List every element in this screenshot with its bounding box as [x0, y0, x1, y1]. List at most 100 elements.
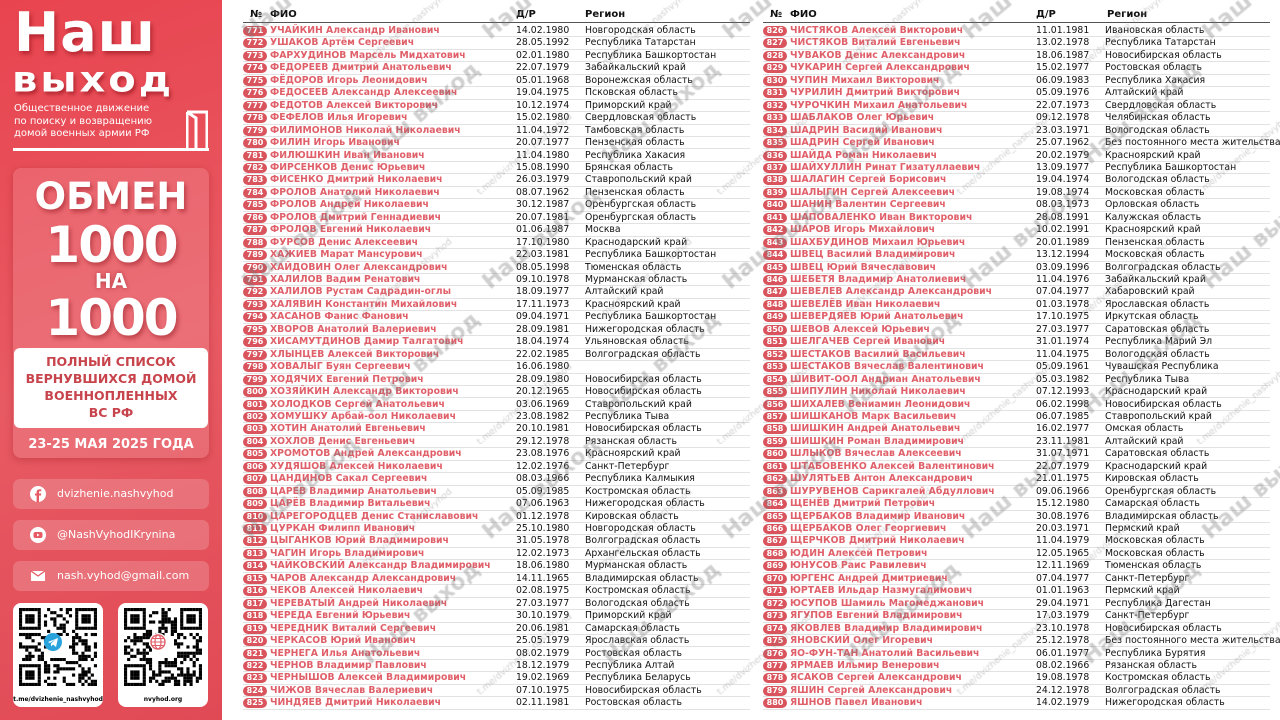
row-name: ШИШКАНОВ Марк Васильевич — [790, 410, 957, 422]
row-dob: 28.05.1992 — [516, 37, 570, 49]
table-row: 828 ЧУВАКОВ Денис Александрович 18.06.1987… — [763, 49, 1270, 63]
row-dob: 15.08.1990 — [516, 161, 570, 173]
row-region: Новосибирская область — [1105, 398, 1222, 410]
header-number: № — [250, 9, 263, 20]
row-name: ШЕВЕЛЁВ Иван Николаевич — [790, 298, 941, 310]
header-name: ФИО — [790, 9, 817, 20]
table-row: 844 ШВЕЦ Василий Владимирович 13.12.1994 Мо… — [763, 249, 1270, 262]
table-row: 805 ХРОМОТОВ Андрей Александрович 23.08.19… — [243, 448, 750, 461]
row-dob: 09.04.1971 — [516, 311, 570, 323]
row-number-badge: 788 — [243, 237, 267, 248]
row-dob: 07.10.1975 — [516, 684, 570, 696]
row-dob: 18.12.1979 — [516, 659, 570, 671]
row-name: ЦЫГАНКОВ Юрий Владимирович — [270, 535, 449, 547]
row-dob: 22.07.1973 — [1036, 99, 1090, 111]
row-region: Москва — [585, 224, 621, 236]
row-region: Республика Хакасия — [585, 149, 686, 161]
row-name: ФРОЛОВ Андрей Николаевич — [270, 199, 429, 211]
row-region: Санкт-Петербург — [1105, 610, 1190, 622]
table-row: 772 УШАКОВ Артём Сергеевич 28.05.1992 Респу… — [243, 37, 750, 50]
row-dob: 01.06.1987 — [516, 224, 570, 236]
row-number-badge: 848 — [763, 299, 787, 310]
telegram-icon — [44, 633, 62, 651]
row-region: Красноярский край — [1105, 149, 1201, 161]
row-name: ШИШКИН Роман Владимирович — [790, 435, 965, 447]
row-number-badge: 870 — [763, 573, 787, 584]
table-row: 788 ФУРСОВ Денис Алексеевич 17.10.1980 Крас… — [243, 237, 750, 250]
table-row: 850 ШЕВОВ Алексей Юрьевич 27.03.1977 Сарато… — [763, 324, 1270, 337]
row-name: УШАКОВ Артём Сергеевич — [270, 37, 415, 49]
row-name: ЧИНДЯЕВ Дмитрий Николаевич — [270, 697, 442, 709]
row-region: Московская область — [1105, 249, 1205, 261]
header-dob: Д/Р — [516, 9, 536, 20]
list-title-line: ВЕРНУВШИХСЯ ДОМОЙ — [25, 371, 197, 386]
website-qr[interactable]: nvyhod.org — [118, 603, 208, 707]
row-number-badge: 871 — [763, 586, 787, 597]
row-region: Оренбургская область — [1105, 485, 1217, 497]
row-name: ХАЛИЛОВ Рустам Садрадин-оглы — [270, 286, 451, 298]
row-region: Омская область — [1105, 423, 1184, 435]
row-name: ШИШКИН Андрей Анатольевич — [790, 423, 961, 435]
row-region: Владимирская область — [585, 572, 699, 584]
row-region: Пензенская область — [585, 137, 685, 149]
row-dob: 18.04.1974 — [516, 336, 570, 348]
row-region: Саратовская область — [1105, 448, 1210, 460]
row-dob: 01.03.1978 — [1036, 298, 1090, 310]
row-name: ЮДИН Алексей Петрович — [790, 547, 928, 559]
row-name: ЧИСТЯКОВ Алексей Викторович — [790, 25, 964, 36]
row-name: ШАНИН Валентин Сергеевич — [790, 199, 946, 211]
row-region: Санкт-Петербург — [585, 460, 670, 472]
row-dob: 28.09.1981 — [516, 323, 570, 335]
row-name: ЧУКАРИН Сергей Александрович — [790, 62, 970, 74]
row-number-badge: 800 — [243, 387, 267, 398]
telegram-qr[interactable]: t.me/dvizhenie_nashvyhod — [13, 603, 103, 707]
row-dob: 23.08.1982 — [516, 410, 570, 422]
row-dob: 23.11.1981 — [1036, 435, 1090, 447]
row-region: Новосибирская область — [1105, 49, 1222, 61]
row-region: Кировская область — [1105, 473, 1199, 485]
row-name: ХРОМОТОВ Андрей Александрович — [270, 448, 462, 460]
door-logo-icon — [186, 110, 208, 150]
table-row: 858 ШИШКИН Андрей Анатольевич 16.02.1977 Ом… — [763, 423, 1270, 436]
facebook-link[interactable]: dvizhenie.nashvyhod — [13, 479, 209, 509]
row-number-badge: 818 — [243, 611, 267, 622]
table-row: 796 ХИСАМУТДИНОВ Дамир Талгатович 18.04.19… — [243, 336, 750, 349]
row-number-badge: 774 — [243, 63, 267, 74]
row-name: ЧАЙКОВСКИЙ Александр Владимирович — [270, 560, 491, 572]
table-row: 860 ШЛЫКОВ Вячеслав Алексеевич 31.07.1971 С… — [763, 448, 1270, 461]
row-dob: 29.12.1978 — [516, 435, 570, 447]
row-dob: 10.12.1974 — [516, 99, 570, 111]
row-number-badge: 827 — [763, 38, 787, 49]
row-number-badge: 790 — [243, 262, 267, 273]
row-number-badge: 834 — [763, 125, 787, 136]
youtube-link[interactable]: @NashVyhodIKrynina — [13, 520, 209, 550]
table-header: № ФИО Д/Р Регион — [763, 9, 1270, 23]
row-number-badge: 876 — [763, 648, 787, 659]
row-name: ХОЗЯЙКИН Александр Викторович — [270, 386, 459, 398]
row-number-badge: 775 — [243, 75, 267, 86]
row-number-badge: 878 — [763, 673, 787, 684]
table-row: 833 ШАБЛАКОВ Олег Юрьевич 09.12.1978 Челяби… — [763, 112, 1270, 125]
table-row: 793 ХАЛЯВИН Константин Михайлович 17.11.19… — [243, 299, 750, 312]
exchange-date: 23-25 МАЯ 2025 ГОДА — [28, 437, 194, 452]
row-number-badge: 784 — [243, 187, 267, 198]
row-region: Рязанская область — [585, 435, 677, 447]
table-row: 871 ЮРТАЕВ Ильдар Назмугалимович 01.01.196… — [763, 585, 1270, 598]
row-number-badge: 785 — [243, 200, 267, 211]
row-region: Новгородская область — [585, 523, 696, 534]
row-name: ШАДРИН Сергей Иванович — [790, 137, 935, 149]
row-number-badge: 802 — [243, 411, 267, 422]
row-number-badge: 782 — [243, 162, 267, 173]
row-region: Республика Башкортостан — [1105, 161, 1237, 173]
row-region: Иркутская область — [1105, 311, 1199, 323]
row-region: Костромская область — [585, 485, 691, 497]
row-name: ЧЕРЕВАТЫЙ Андрей Николаевич — [270, 597, 448, 609]
email-link[interactable]: nash.vyhod@gmail.com — [13, 561, 209, 591]
row-dob: 26.03.1979 — [516, 174, 570, 186]
row-dob: 31.01.1974 — [1036, 336, 1090, 348]
table-row: 821 ЧЕРНЕГА Илья Анатольевич 08.02.1979 Рос… — [243, 648, 750, 660]
row-dob: 06.07.1985 — [1036, 410, 1090, 422]
row-number-badge: 875 — [763, 636, 787, 647]
table-row: 880 ЯШНОВ Павел Иванович 14.02.1979 Нижегор… — [763, 697, 1270, 710]
row-dob: 23.03.1971 — [1036, 124, 1090, 136]
